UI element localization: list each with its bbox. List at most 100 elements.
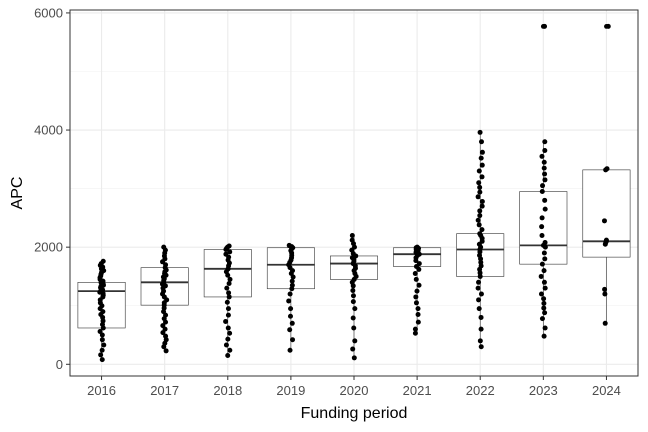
data-point xyxy=(225,325,231,331)
data-point xyxy=(289,320,295,326)
data-point xyxy=(100,258,106,264)
data-point xyxy=(99,347,105,353)
data-point xyxy=(479,162,485,168)
y-tick-label: 6000 xyxy=(34,5,63,20)
data-point xyxy=(477,189,483,195)
data-point xyxy=(542,239,548,245)
data-point xyxy=(99,357,105,363)
data-point xyxy=(225,306,231,312)
x-tick-label: 2020 xyxy=(340,383,369,398)
y-tick-label: 4000 xyxy=(34,123,63,138)
data-point xyxy=(288,306,294,312)
data-point xyxy=(476,306,482,312)
x-tick-label: 2024 xyxy=(592,383,621,398)
y-tick-label: 0 xyxy=(56,357,63,372)
data-point xyxy=(541,159,547,165)
data-point xyxy=(541,333,547,339)
data-point xyxy=(226,294,232,300)
data-point xyxy=(477,273,483,279)
data-point xyxy=(223,251,229,257)
x-tick-label: 2017 xyxy=(150,383,179,398)
data-point xyxy=(225,312,231,318)
data-point xyxy=(163,333,169,339)
data-point xyxy=(539,189,545,195)
data-point xyxy=(539,232,545,238)
data-point xyxy=(476,180,482,186)
data-point xyxy=(479,203,485,209)
data-point xyxy=(412,271,418,277)
data-point xyxy=(477,208,483,214)
data-point xyxy=(542,148,548,154)
data-point xyxy=(227,249,233,255)
data-point xyxy=(479,174,485,180)
data-point xyxy=(161,244,167,250)
data-point xyxy=(602,320,608,326)
data-point xyxy=(416,261,422,267)
x-tick-label: 2019 xyxy=(276,383,305,398)
data-point xyxy=(479,198,485,204)
data-point xyxy=(542,177,548,183)
data-point xyxy=(287,327,293,333)
data-point xyxy=(224,299,230,305)
data-point xyxy=(539,224,545,230)
data-point xyxy=(415,306,421,312)
data-point xyxy=(290,337,296,343)
data-point xyxy=(542,197,548,203)
data-point xyxy=(539,316,545,322)
data-point xyxy=(416,282,422,288)
data-point xyxy=(542,325,548,331)
data-point xyxy=(538,273,544,279)
axes: 0 2000 4000 6000 2016 2017 2018 2019 2020 2021 202… xyxy=(34,5,621,398)
data-point xyxy=(226,243,232,249)
data-point xyxy=(287,313,293,319)
data-point xyxy=(287,291,293,297)
data-point xyxy=(475,285,481,291)
data-point xyxy=(601,218,607,224)
data-point xyxy=(478,314,484,320)
data-point xyxy=(350,299,356,305)
data-point xyxy=(350,288,356,294)
data-point xyxy=(350,346,356,352)
data-point xyxy=(541,296,547,302)
data-point xyxy=(605,23,611,29)
data-point xyxy=(227,330,233,336)
data-point xyxy=(477,213,483,219)
data-point xyxy=(289,278,295,284)
data-point xyxy=(539,153,545,159)
data-point xyxy=(477,129,483,135)
data-point xyxy=(225,353,231,359)
data-point xyxy=(226,290,232,296)
data-point xyxy=(478,326,484,332)
data-point xyxy=(414,288,420,294)
data-point xyxy=(227,276,233,282)
data-point xyxy=(97,328,103,334)
x-tick-label: 2018 xyxy=(213,383,242,398)
data-point xyxy=(542,256,548,262)
data-point xyxy=(351,355,357,361)
x-tick-label: 2021 xyxy=(403,383,432,398)
data-point xyxy=(478,155,484,161)
data-point xyxy=(475,194,481,200)
data-point xyxy=(542,171,548,177)
data-point xyxy=(604,166,610,172)
data-point xyxy=(477,231,483,237)
data-point xyxy=(540,183,546,189)
x-axis-title: Funding period xyxy=(301,405,408,422)
data-point xyxy=(475,217,481,223)
data-point xyxy=(413,294,419,300)
data-point xyxy=(478,344,484,350)
data-point xyxy=(223,319,229,325)
data-point xyxy=(541,250,547,256)
y-axis-title: APC xyxy=(9,177,26,210)
data-point xyxy=(352,306,358,312)
data-point xyxy=(286,242,292,248)
data-point xyxy=(223,342,229,348)
data-point xyxy=(412,326,418,332)
data-point xyxy=(351,325,357,331)
data-point xyxy=(225,336,231,342)
data-point xyxy=(99,337,105,343)
data-point xyxy=(542,285,548,291)
data-point xyxy=(101,342,107,348)
data-point xyxy=(163,348,169,354)
data-point xyxy=(286,298,292,304)
